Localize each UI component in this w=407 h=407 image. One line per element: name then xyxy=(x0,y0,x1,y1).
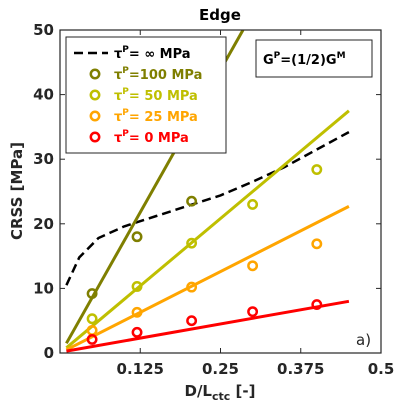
series-2-point-3 xyxy=(247,198,259,210)
annotation-rest: =(1/2)G xyxy=(280,53,336,68)
series-4-point-3 xyxy=(247,306,259,318)
legend-entry-3: τP= 25 MPa xyxy=(114,108,198,125)
series-2-point-0 xyxy=(86,313,98,325)
series-2-point-4 xyxy=(311,164,323,175)
x-tick-label: 0.5 xyxy=(368,360,395,378)
legend-entry-0: τP= ∞ MPa xyxy=(114,45,191,62)
series-1-point-0 xyxy=(86,288,98,300)
legend: τP= ∞ MPa τP=100 MPa τP= 50 MPa τP= 25 MPa τ… xyxy=(65,36,227,154)
legend-entry-4: τP= 0 MPa xyxy=(114,129,189,146)
series-4-point-1 xyxy=(131,326,143,338)
series-1-point-2 xyxy=(186,195,198,207)
x-tick-label: 0.125 xyxy=(117,360,164,378)
series-3-line xyxy=(65,205,350,352)
series-1-point-1 xyxy=(131,231,143,243)
legend-swatch-4 xyxy=(89,131,101,143)
plot-area: 0 10 20 30 40 50 0.125 0.25 0.375 0.5 xyxy=(33,21,394,378)
annotation-frame xyxy=(255,39,373,78)
annotation-text: GP=(1/2)GM xyxy=(263,51,346,68)
legend-swatch-3 xyxy=(89,110,101,122)
x-tick-label: 0.375 xyxy=(277,360,324,378)
legend-swatch-1 xyxy=(89,68,101,80)
series-2-point-2 xyxy=(186,237,198,249)
legend-swatch-2 xyxy=(89,89,101,101)
x-axis-label-main: D/L xyxy=(185,382,213,400)
y-tick-label: 0 xyxy=(44,344,54,362)
annotation-box: GP=(1/2)GM xyxy=(255,39,373,78)
series-3-point-1 xyxy=(131,306,143,318)
series-4-point-4 xyxy=(311,299,323,310)
x-tick-label: 0.25 xyxy=(202,360,239,378)
series-4-point-2 xyxy=(186,315,198,327)
series-0-line xyxy=(65,131,350,286)
series-4-line xyxy=(66,299,350,353)
series-2-line xyxy=(65,109,350,349)
annotation-g: G xyxy=(263,53,274,68)
series-3-point-4 xyxy=(311,238,323,250)
x-axis-label-tail: [-] xyxy=(230,382,255,400)
legend-entry-1: τP=100 MPa xyxy=(114,66,202,83)
y-tick-label: 20 xyxy=(33,215,54,233)
annotation-sup-m: M xyxy=(337,51,346,61)
panel-label: a) xyxy=(356,331,371,349)
y-axis-label: CRSS [MPa] xyxy=(8,142,26,240)
y-tick-label: 40 xyxy=(33,86,54,104)
y-tick-label: 10 xyxy=(33,279,54,297)
series-2-point-1 xyxy=(131,281,143,292)
y-tick-label: 30 xyxy=(33,150,54,168)
x-axis-label: D/Lctc [-] xyxy=(185,382,256,403)
series-3-point-3 xyxy=(247,260,259,272)
annotation-sup-p: P xyxy=(274,51,281,61)
series-layer xyxy=(65,30,350,353)
chart-title: Edge xyxy=(199,6,241,24)
y-tick-label: 50 xyxy=(33,21,54,39)
x-axis-label-sub: ctc xyxy=(212,390,230,403)
series-3-point-2 xyxy=(186,281,198,293)
series-4-point-0 xyxy=(86,333,98,345)
legend-entry-2: τP= 50 MPa xyxy=(114,87,198,104)
